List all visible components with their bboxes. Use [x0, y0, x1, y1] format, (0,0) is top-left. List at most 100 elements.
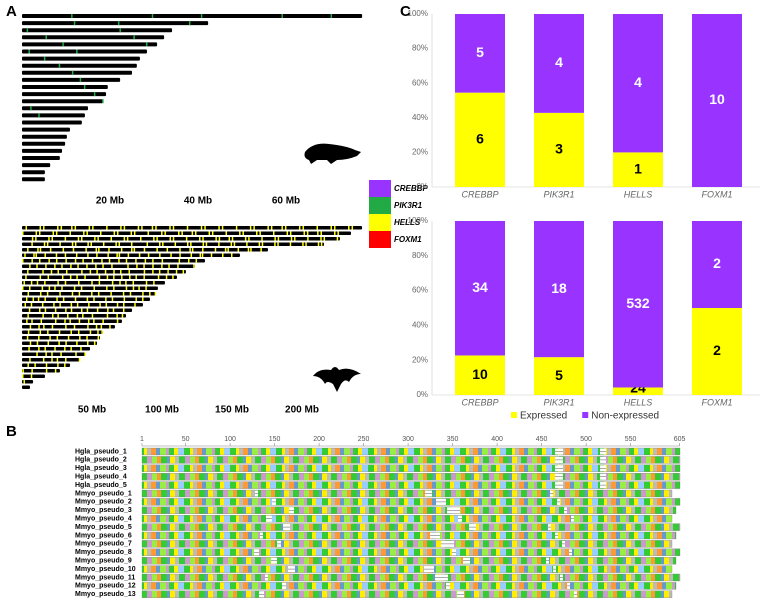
gene-hit — [351, 226, 354, 230]
gene-hit — [30, 374, 33, 378]
gene-hit — [317, 231, 319, 235]
scaffold — [22, 385, 30, 389]
scaffold — [22, 319, 122, 323]
gene-hit — [80, 237, 83, 241]
legend-label: Non-expressed — [591, 411, 659, 422]
gene-hit — [71, 292, 74, 296]
bar-segment — [613, 387, 663, 395]
alignment-row — [141, 473, 681, 481]
gene-hit — [27, 270, 29, 274]
gene-hit — [169, 226, 171, 230]
scaffold — [22, 63, 137, 68]
gene-hit — [250, 248, 252, 252]
gene-hit — [45, 35, 47, 40]
x-tick-label: PIK3R1 — [543, 189, 574, 199]
gene-hit — [87, 325, 89, 329]
scaffold — [22, 347, 91, 351]
scaffold — [22, 113, 85, 118]
sequence-name: Hgla_pseudo_1 — [75, 448, 127, 455]
x-tick-label: FOXM1 — [701, 397, 732, 407]
gene-hit — [194, 231, 197, 235]
gene-hit — [51, 352, 53, 356]
gene-hit — [86, 264, 88, 268]
gene-hit — [218, 242, 220, 246]
gene-hit — [54, 319, 57, 323]
alignment-row — [141, 557, 677, 565]
gene-hit — [33, 253, 35, 257]
gene-hit — [151, 14, 154, 18]
gene-hit — [317, 242, 320, 246]
scaffold — [22, 148, 63, 153]
gene-hit — [128, 270, 130, 274]
gene-hit — [147, 231, 149, 235]
gene-hit — [22, 369, 24, 373]
gene-hit — [214, 248, 217, 252]
bar-segment — [613, 152, 663, 187]
gene-hit — [294, 237, 296, 241]
gene-hit — [79, 336, 81, 340]
gene-hit — [44, 347, 46, 351]
gene-hit — [71, 242, 74, 246]
sequence-name: Mmyo_pseudo_3 — [75, 507, 132, 514]
x-tick-label: 60 Mb — [272, 196, 300, 207]
gene-hit — [95, 325, 98, 329]
gene-hit — [96, 270, 98, 274]
gene-hit — [101, 330, 103, 334]
gene-hit — [253, 226, 255, 230]
gene-hit — [57, 270, 59, 274]
gene-hit — [71, 226, 73, 230]
sequence-name: Hgla_pseudo_4 — [75, 474, 127, 481]
gene-hit — [91, 259, 94, 263]
gene-hit — [117, 21, 120, 26]
gene-hit — [218, 226, 220, 230]
gene-hit — [142, 297, 144, 301]
gene-hit — [48, 237, 50, 241]
sequence-name: Hgla_pseudo_2 — [75, 457, 127, 464]
y-tick-label: 0% — [416, 390, 428, 399]
gene-hit — [57, 281, 59, 285]
gene-hit — [188, 21, 191, 26]
gene-hit — [323, 237, 326, 241]
gene-hit — [116, 253, 118, 257]
sequence-name: Mmyo_pseudo_1 — [75, 490, 132, 497]
x-tick-label: 150 Mb — [215, 405, 249, 416]
gene-hit — [31, 237, 34, 241]
gene-hit — [320, 231, 322, 235]
scaffold — [22, 297, 150, 301]
gene-hit — [97, 330, 99, 334]
gene-hit — [230, 253, 233, 257]
gene-hit — [39, 248, 42, 252]
gene-hit — [75, 253, 78, 257]
gene-hit — [172, 275, 174, 279]
gene-hit — [31, 242, 33, 246]
gene-hit — [142, 292, 144, 296]
gene-hit — [74, 242, 77, 246]
gene-hit — [61, 286, 63, 290]
gene-hit — [37, 297, 40, 301]
gene-hit — [52, 231, 55, 235]
gene-hit — [116, 314, 118, 318]
gene-hit — [102, 99, 104, 104]
gene-hit — [166, 248, 169, 252]
position-label: 100 — [224, 436, 236, 443]
gene-hit — [48, 286, 51, 290]
gene-hit — [51, 325, 54, 329]
gene-hit — [133, 35, 135, 40]
gene-hit — [145, 281, 148, 285]
gene-hit — [76, 341, 78, 345]
gene-hit — [191, 231, 194, 235]
gene-hit — [69, 275, 72, 279]
gene-hit — [320, 237, 322, 241]
gene-hit — [57, 363, 59, 367]
gene-hit — [87, 319, 90, 323]
gene-hit — [86, 297, 89, 301]
bar-segment — [534, 357, 584, 395]
gene-hit — [67, 314, 69, 318]
position-label: 350 — [447, 436, 459, 443]
gene-hit — [22, 231, 24, 235]
gene-hit — [34, 363, 36, 367]
gene-hit — [118, 253, 121, 257]
gene-hit — [198, 237, 201, 241]
gene-hit — [303, 231, 306, 235]
